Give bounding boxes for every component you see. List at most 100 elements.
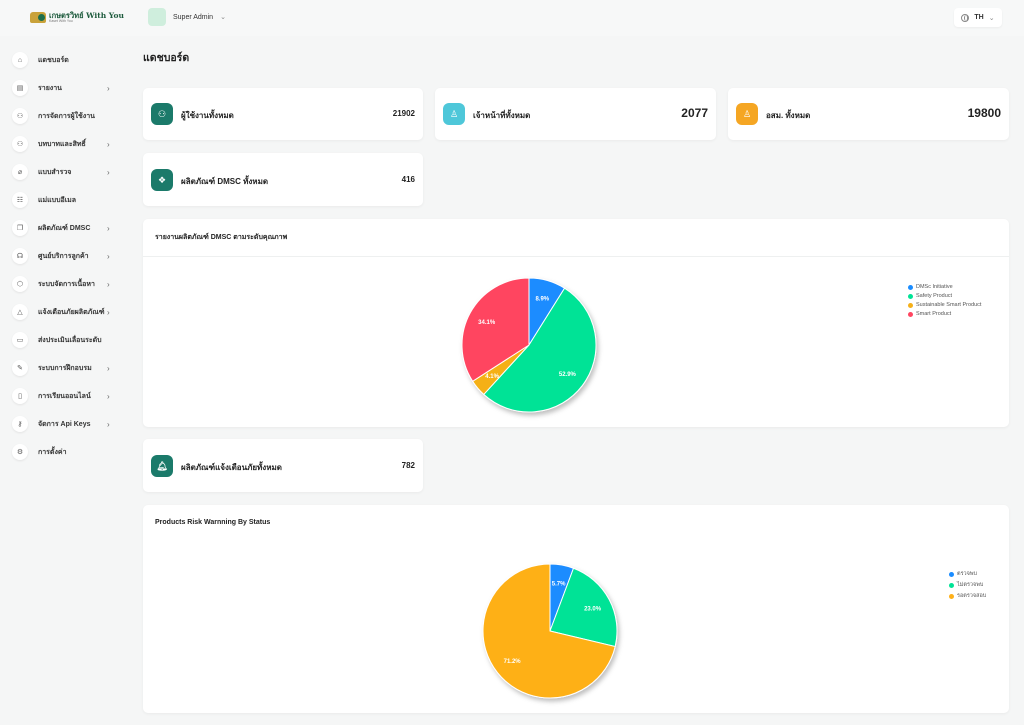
logo-main-text: เกษตรวิทย์ With You xyxy=(49,11,124,20)
user-name: Super Admin xyxy=(173,13,214,21)
chevron-right-icon: › xyxy=(107,307,110,317)
headset-icon: ☊ xyxy=(12,248,28,264)
users-icon: ⚇ xyxy=(12,108,28,124)
stat-value: 782 xyxy=(401,461,415,470)
legend-item[interactable]: ไม่ตรวจพบ xyxy=(949,581,986,589)
sidebar-item-label: ส่งประเมินเลื่อนระดับ xyxy=(38,336,102,344)
legend-label: ไม่ตรวจพบ xyxy=(957,582,984,588)
legend-item[interactable]: Sustainable Smart Product xyxy=(908,302,981,308)
pie-slice[interactable] xyxy=(483,287,597,413)
legend-item[interactable]: Safety Product xyxy=(908,293,981,299)
stat-value: 19800 xyxy=(967,106,1001,120)
slice-data-label: 23.0% xyxy=(584,606,602,612)
legend-item[interactable]: Smart Product xyxy=(908,311,981,317)
sidebar-item[interactable]: △ แจ้งเตือนภัยผลิตภัณฑ์ › xyxy=(0,298,128,326)
sidebar-item-label: การจัดการผู้ใช้งาน xyxy=(38,112,95,120)
sidebar-item-label: แบบสำรวจ xyxy=(38,168,72,176)
legend-label: Smart Product xyxy=(916,311,952,317)
sidebar-item-label: จัดการ Api Keys xyxy=(38,420,91,428)
sidebar: ⌂ แดชบอร์ด ▤ รายงาน › ⚇ การจัดการผู้ใช้งาน ⚇ บทบ… xyxy=(0,46,128,466)
slice-data-label: 5.7% xyxy=(552,582,566,588)
stat-label: อสม. ทั้งหมด xyxy=(766,111,811,120)
pie-slice[interactable] xyxy=(482,563,616,699)
stat-value: 2077 xyxy=(681,106,708,120)
sidebar-item[interactable]: ⬡ ระบบจัดการเนื้อหา › xyxy=(0,270,128,298)
sidebar-item-label: บทบาทและสิทธิ์ xyxy=(38,140,86,148)
slice-data-label: 8.9% xyxy=(535,297,549,303)
settings-icon: ⚙ xyxy=(12,444,28,460)
sidebar-item[interactable]: ▯ การเรียนออนไลน์ › xyxy=(0,382,128,410)
divider xyxy=(143,256,1009,257)
stat-label: ผู้ใช้งานทั้งหมด xyxy=(181,111,234,120)
sidebar-item[interactable]: ☊ ศูนย์บริการลูกค้า › xyxy=(0,242,128,270)
stat-label: ผลิตภัณฑ์ DMSC ทั้งหมด xyxy=(181,177,269,186)
sidebar-item-label: แจ้งเตือนภัยผลิตภัณฑ์ xyxy=(38,308,105,316)
product-icon: ❐ xyxy=(12,220,28,236)
top-bar: เกษตรวิทย์ With You Kaset With You Super… xyxy=(0,0,1024,36)
report-icon: ▤ xyxy=(12,80,28,96)
sidebar-item[interactable]: ✎ ระบบการฝึกอบรม › xyxy=(0,354,128,382)
key-icon: ⚷ xyxy=(12,416,28,432)
avatar xyxy=(148,8,166,26)
stat-label: ผลิตภัณฑ์แจ้งเตือนภัยทั้งหมด xyxy=(181,463,282,472)
pie-chart-risk-status: 5.7% 23.0% 71.2% xyxy=(482,563,618,699)
stat-value: 21902 xyxy=(392,109,415,118)
legend-marker xyxy=(949,582,954,588)
sidebar-item[interactable]: ⚇ การจัดการผู้ใช้งาน xyxy=(0,102,128,130)
chevron-down-icon: ⌄ xyxy=(988,14,995,22)
slice-data-label: 52.9% xyxy=(559,372,577,378)
app-logo[interactable]: เกษตรวิทย์ With You Kaset With You xyxy=(30,12,124,23)
legend-marker xyxy=(908,311,913,317)
pie-chart-quality: 8.9% 52.9% 4.1% 34.1% xyxy=(461,277,597,413)
sidebar-item-label: การเรียนออนไลน์ xyxy=(38,392,91,400)
sidebar-item-label: แม่แบบอีเมล xyxy=(38,196,77,204)
sidebar-item[interactable]: ⌀ แบบสำรวจ › xyxy=(0,158,128,186)
sidebar-item-label: การตั้งค่า xyxy=(38,448,67,456)
stat-value: 416 xyxy=(401,175,415,184)
slice-data-label: 4.1% xyxy=(485,374,499,380)
chart-legend: DMSc Initiative Safety Product Sustainable… xyxy=(908,284,981,317)
logo-sub-text: Kaset With You xyxy=(49,18,73,23)
sidebar-item[interactable]: ⌂ แดชบอร์ด xyxy=(0,46,128,74)
sidebar-item[interactable]: ⚇ บทบาทและสิทธิ์ › xyxy=(0,130,128,158)
users-group-icon: ⚇ xyxy=(151,103,173,125)
chart-title: รายงานผลิตภัณฑ์ DMSC ตามระดับคุณภาพ xyxy=(155,234,288,241)
stat-card-all-volunteers: ♙ อสม. ทั้งหมด 19800 xyxy=(728,88,1009,140)
stat-card-all-alerts: 🔔︎ ผลิตภัณฑ์แจ้งเตือนภัยทั้งหมด 782 xyxy=(143,439,423,492)
legend-item[interactable]: ตรวจพบ xyxy=(949,570,986,578)
sidebar-item-label: ศูนย์บริการลูกค้า xyxy=(38,252,89,260)
legend-label: Safety Product xyxy=(916,293,953,299)
chevron-down-icon: ⌄ xyxy=(220,14,226,21)
roles-icon: ⚇ xyxy=(12,136,28,152)
sidebar-item[interactable]: ⚷ จัดการ Api Keys › xyxy=(0,410,128,438)
chevron-right-icon: › xyxy=(107,83,110,93)
sidebar-item[interactable]: ⚙ การตั้งค่า xyxy=(0,438,128,466)
pie-slice[interactable] xyxy=(461,277,530,382)
legend-marker xyxy=(949,593,954,599)
chevron-right-icon: › xyxy=(107,363,110,373)
legend-marker xyxy=(949,571,954,577)
user-menu[interactable]: Super Admin ⌄ xyxy=(148,8,226,26)
legend-item[interactable]: รอตรวจสอบ xyxy=(949,592,986,600)
volunteer-icon: ♙ xyxy=(736,103,758,125)
legend-label: ตรวจพบ xyxy=(957,571,977,577)
legend-label: Sustainable Smart Product xyxy=(916,302,982,308)
sidebar-item[interactable]: ☷ แม่แบบอีเมล xyxy=(0,186,128,214)
stat-card-all-products: ❖ ผลิตภัณฑ์ DMSC ทั้งหมด 416 xyxy=(143,153,423,206)
chevron-right-icon: › xyxy=(107,167,110,177)
sidebar-item[interactable]: ▤ รายงาน › xyxy=(0,74,128,102)
chevron-right-icon: › xyxy=(107,251,110,261)
stat-label: เจ้าหน้าที่ทั้งหมด xyxy=(473,111,531,120)
sidebar-item[interactable]: ❐ ผลิตภัณฑ์ DMSC › xyxy=(0,214,128,242)
language-selector[interactable]: TH ⌄ xyxy=(954,8,1002,27)
pie-slice[interactable] xyxy=(549,567,618,648)
legend-item[interactable]: DMSc Initiative xyxy=(908,284,981,290)
template-icon: ☷ xyxy=(12,192,28,208)
globe-icon xyxy=(961,13,970,22)
slice-data-label: 34.1% xyxy=(478,320,496,326)
chevron-right-icon: › xyxy=(107,223,110,233)
logo-mark-icon xyxy=(30,12,46,23)
sidebar-item-label: ระบบการฝึกอบรม xyxy=(38,364,92,372)
sidebar-item[interactable]: ▭ ส่งประเมินเลื่อนระดับ xyxy=(0,326,128,354)
legend-marker xyxy=(908,293,913,299)
